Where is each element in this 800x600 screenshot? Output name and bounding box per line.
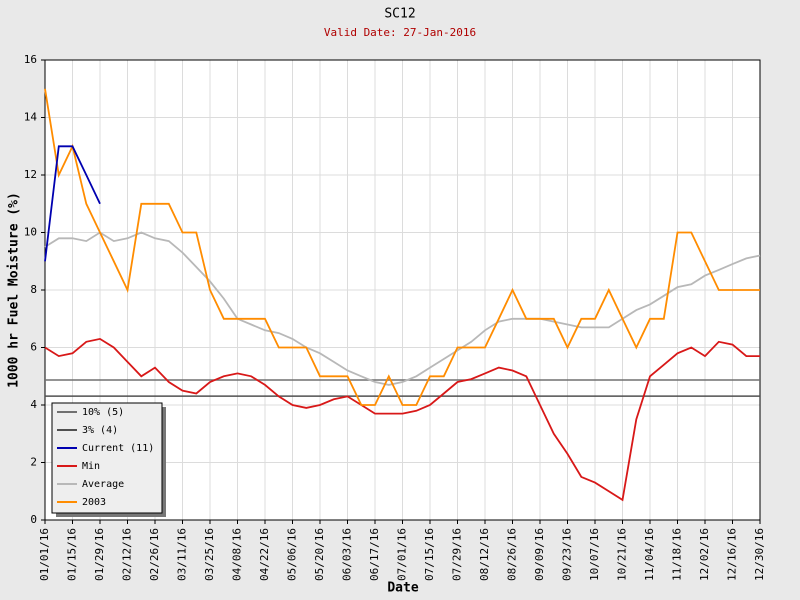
x-tick-label: 07/29/16 (451, 528, 464, 581)
x-tick-label: 03/25/16 (203, 528, 216, 581)
x-tick-label: 10/21/16 (616, 528, 629, 581)
x-tick-label: 12/16/16 (726, 528, 739, 581)
y-tick-label: 0 (30, 513, 37, 526)
series-line (44, 231, 761, 386)
legend-label: 3% (4) (82, 425, 118, 436)
y-tick-label: 10 (24, 226, 37, 239)
y-tick-label: 2 (30, 456, 37, 469)
x-tick-label: 03/11/16 (176, 528, 189, 581)
y-tick-label: 14 (24, 111, 38, 124)
x-axis-label: Date (387, 581, 418, 596)
y-tick-label: 6 (30, 341, 37, 354)
y-tick-label: 12 (24, 168, 37, 181)
x-tick-label: 02/26/16 (148, 528, 161, 581)
y-tick-label: 8 (30, 283, 37, 296)
legend-label: 2003 (82, 497, 106, 508)
chart-subtitle: Valid Date: 27-Jan-2016 (324, 26, 476, 39)
x-tick-label: 05/06/16 (286, 528, 299, 581)
x-tick-label: 09/23/16 (561, 528, 574, 581)
x-tick-label: 08/12/16 (478, 528, 491, 581)
x-tick-label: 11/18/16 (671, 528, 684, 581)
series-line (44, 337, 760, 502)
legend (51, 402, 163, 514)
x-tick-label: 07/15/16 (423, 528, 436, 581)
x-tick-label: 01/15/16 (66, 528, 79, 581)
legend-label: Average (82, 479, 124, 490)
x-tick-label: 08/26/16 (506, 528, 519, 581)
x-tick-label: 06/17/16 (368, 528, 381, 581)
y-tick-label: 16 (24, 53, 37, 66)
x-tick-label: 04/22/16 (258, 528, 271, 581)
y-axis-label: 1000 hr Fuel Moisture (%) (7, 192, 22, 388)
x-tick-label: 01/01/16 (38, 528, 51, 581)
chart-title: SC12 (384, 7, 415, 22)
y-tick-label: 4 (30, 398, 37, 411)
series-line (44, 88, 760, 406)
x-tick-label: 05/20/16 (313, 528, 326, 581)
legend-label: 10% (5) (82, 407, 124, 418)
legend-label: Current (11) (82, 443, 154, 454)
x-tick-label: 06/03/16 (341, 528, 354, 581)
x-tick-label: 12/02/16 (698, 528, 711, 581)
x-tick-label: 02/12/16 (121, 528, 134, 581)
x-tick-label: 07/01/16 (396, 528, 409, 581)
legend-label: Min (82, 461, 100, 472)
x-tick-label: 04/08/16 (231, 528, 244, 581)
x-tick-label: 10/07/16 (588, 528, 601, 581)
x-tick-label: 11/04/16 (643, 528, 656, 581)
x-tick-label: 09/09/16 (533, 528, 546, 581)
series-line (44, 145, 101, 262)
x-tick-label: 12/30/16 (753, 528, 766, 581)
x-tick-label: 01/29/16 (93, 528, 106, 581)
